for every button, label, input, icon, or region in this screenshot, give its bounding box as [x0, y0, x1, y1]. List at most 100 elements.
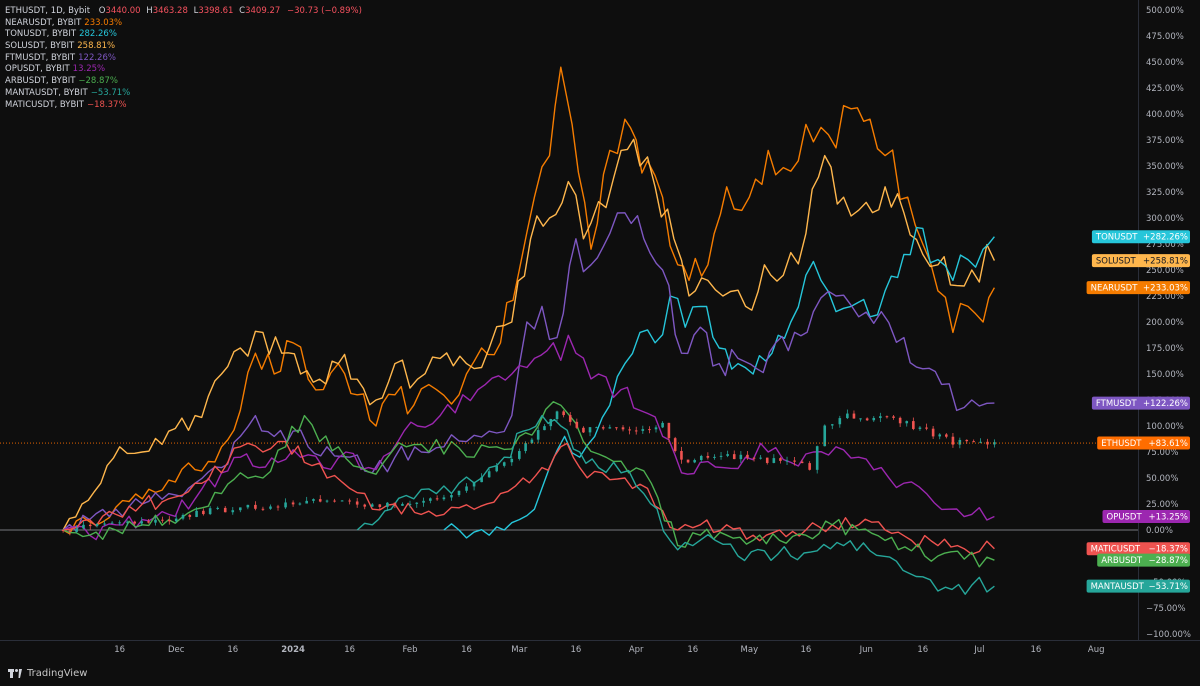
- eth-candle-body: [912, 421, 915, 429]
- eth-candle-body: [75, 528, 78, 532]
- eth-candle-body: [378, 504, 382, 507]
- y-tick-label: 425.00%: [1146, 84, 1184, 94]
- series-tag-value: +122.26%: [1143, 399, 1188, 409]
- series-line-opusdt: [62, 334, 995, 541]
- eth-candle-body: [575, 421, 579, 428]
- legend-item[interactable]: FTMUSDT, BYBIT 122.26%: [5, 53, 362, 65]
- eth-candle-body: [693, 460, 696, 463]
- grid-lines: [0, 0, 1200, 641]
- legend-item[interactable]: TONUSDT, BYBIT 282.26%: [5, 29, 362, 41]
- eth-candle-body: [465, 486, 468, 491]
- eth-candle-body: [188, 514, 192, 517]
- tradingview-logo-icon: [8, 669, 22, 678]
- tradingview-brand[interactable]: TradingView: [8, 668, 87, 679]
- eth-candle-body: [208, 508, 212, 515]
- eth-candle-body: [654, 427, 658, 430]
- series-tag-name: MANTAUSDT: [1091, 582, 1145, 592]
- legend-item-value: 122.26%: [78, 52, 116, 63]
- eth-candlesticks: [61, 409, 996, 536]
- eth-candle-body: [872, 417, 876, 421]
- legend-item[interactable]: NEARUSDT, BYBIT 233.03%: [5, 18, 362, 30]
- eth-candle-body: [673, 438, 677, 451]
- x-tick-label: Mar: [511, 645, 528, 655]
- legend-item-value: −18.37%: [86, 99, 127, 110]
- eth-candle-body: [615, 427, 618, 429]
- x-tick-label: Apr: [629, 645, 644, 655]
- eth-candle-body: [195, 510, 198, 517]
- eth-candle-body: [719, 455, 723, 457]
- eth-candle-body: [667, 422, 671, 439]
- x-tick-label: 16: [461, 645, 472, 655]
- eth-candle-body: [641, 429, 645, 431]
- series-line-ftmusdt: [62, 212, 995, 532]
- eth-candle-body: [713, 456, 716, 458]
- series-tag-nearusdt: NEARUSDT +233.03%: [1086, 281, 1190, 295]
- eth-candle-body: [601, 427, 605, 429]
- y-tick-label: 175.00%: [1146, 344, 1184, 354]
- eth-candle-body: [621, 427, 625, 430]
- legend-item[interactable]: MANTAUSDT, BYBIT −53.71%: [5, 88, 362, 100]
- series-tag-opusdt: OPUSDT +13.25%: [1102, 509, 1190, 523]
- eth-candle-body: [925, 427, 928, 429]
- eth-candle-body: [147, 521, 150, 523]
- y-tick-label: 450.00%: [1146, 58, 1184, 68]
- series-tag-name: SOLUSDT: [1096, 257, 1137, 267]
- eth-candle-body: [536, 430, 540, 440]
- legend-item[interactable]: OPUSDT, BYBIT 13.25%: [5, 64, 362, 76]
- legend-main-row[interactable]: ETHUSDT, 1D, Bybit O3440.00 H3463.28 L33…: [5, 6, 362, 18]
- series-tag-bg: [1086, 579, 1190, 593]
- eth-candle-body: [879, 416, 882, 418]
- series-tag-name: ETHUSDT: [1101, 439, 1142, 449]
- series-tag-ftmusdt: FTMUSDT +122.26%: [1091, 396, 1190, 410]
- eth-candle-body: [495, 465, 499, 472]
- eth-candle-body: [480, 477, 483, 483]
- eth-candle-body: [568, 415, 572, 422]
- series-tag-arbusdt: ARBUSDT −28.87%: [1097, 553, 1190, 567]
- legend-items: NEARUSDT, BYBIT 233.03% TONUSDT, BYBIT 282.…: [5, 18, 362, 112]
- eth-candle-body: [905, 421, 909, 424]
- eth-candle-body: [223, 507, 227, 513]
- eth-candle-body: [298, 503, 302, 505]
- series-tag-bg: [1091, 230, 1190, 244]
- eth-candle-body: [648, 429, 651, 431]
- eth-candle-body: [582, 427, 585, 433]
- eth-candle-body: [765, 457, 769, 463]
- eth-candle-body: [958, 439, 962, 445]
- eth-candle-body: [140, 521, 143, 524]
- x-tick-label: 16: [800, 645, 811, 655]
- eth-candle-body: [333, 500, 336, 502]
- eth-candle-body: [885, 416, 889, 418]
- x-tick-label: Jun: [859, 645, 873, 655]
- series-line-maticusdt: [63, 440, 995, 555]
- eth-candle-body: [435, 498, 439, 500]
- series-tag-bg: [1097, 436, 1190, 450]
- eth-candle-body: [524, 443, 527, 452]
- eth-candle-body: [386, 502, 389, 507]
- y-tick-label: 475.00%: [1146, 32, 1184, 42]
- series-tag-value: −53.71%: [1148, 582, 1188, 592]
- legend-item[interactable]: MATICUSDT, BYBIT −18.37%: [5, 100, 362, 112]
- eth-candle-body: [487, 471, 491, 478]
- eth-candle-body: [450, 495, 453, 498]
- series-tag-ethusdt: ETHUSDT +83.61%: [1097, 436, 1190, 450]
- legend-o-label: O: [98, 6, 106, 16]
- series-tag-bg: [1102, 509, 1190, 523]
- x-axis[interactable]: 16 Dec 16 2024 16 Feb 16 Mar 16 Apr 16 May 16 Jun 16 Ju…: [114, 645, 1104, 655]
- eth-candle-body: [726, 454, 729, 456]
- x-tick-label: 16: [687, 645, 698, 655]
- legend-item[interactable]: SOLUSDT, BYBIT 258.81%: [5, 41, 362, 53]
- series-tag-bg: [1091, 396, 1190, 410]
- legend-item[interactable]: ARBUSDT, BYBIT −28.87%: [5, 76, 362, 88]
- eth-candle-body: [898, 417, 902, 424]
- series-tag-maticusdt: MATICUSDT −18.37%: [1086, 542, 1190, 556]
- brand-label: TradingView: [27, 668, 88, 679]
- eth-candle-body: [429, 498, 432, 501]
- eth-candle-body: [993, 442, 996, 445]
- series-tag-name: ARBUSDT: [1101, 556, 1143, 566]
- series-tag-bg: [1097, 553, 1190, 567]
- series-tag-value: +282.26%: [1143, 233, 1188, 243]
- series-line-tonusdt: [443, 226, 995, 539]
- y-tick-label: 300.00%: [1146, 214, 1184, 224]
- eth-candle-body: [759, 457, 762, 459]
